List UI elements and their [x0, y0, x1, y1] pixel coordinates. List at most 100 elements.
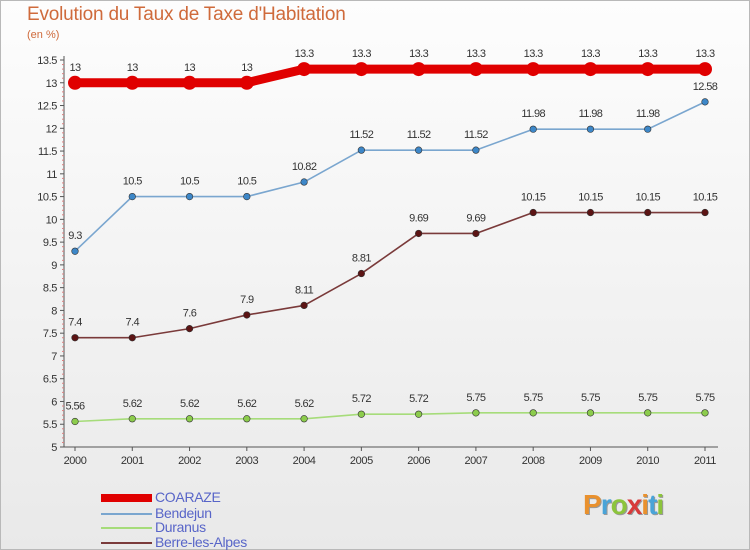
data-point: [529, 208, 537, 217]
data-point: [357, 146, 365, 154]
data-point: [239, 75, 254, 90]
y-tick-label: 11.5: [38, 146, 57, 158]
y-tick-label: 9.5: [43, 237, 57, 249]
data-point: [529, 409, 537, 417]
x-tick-label: 2009: [579, 455, 602, 467]
chart-subtitle: (en %): [27, 29, 60, 41]
data-point: [357, 269, 365, 278]
data-point: [243, 415, 251, 423]
data-point: [357, 410, 365, 418]
data-label: 5.62: [237, 398, 256, 410]
data-point: [125, 75, 140, 90]
data-label: 11.98: [579, 108, 603, 120]
data-point: [586, 409, 595, 417]
data-point: [701, 409, 709, 417]
series-line-berre-les-alpes: [75, 211, 705, 339]
data-point: [698, 62, 712, 77]
y-tick-label: 10.5: [37, 192, 57, 204]
data-label: 13.3: [352, 48, 371, 60]
x-tick-label: 2007: [464, 455, 487, 467]
x-tick-label: 2004: [293, 455, 316, 467]
data-label: 13.3: [524, 48, 543, 60]
x-tick-label: 2011: [694, 455, 716, 467]
data-label: 12.58: [693, 81, 718, 93]
legend-label: Bendejun: [155, 505, 212, 521]
y-tick-label: 6.5: [43, 374, 57, 386]
y-tick-label: 10: [46, 214, 58, 226]
data-point: [354, 62, 369, 77]
data-label: 5.62: [123, 398, 142, 410]
y-tick-label: 8.5: [43, 283, 57, 295]
data-point: [415, 229, 423, 238]
data-point: [185, 325, 194, 333]
y-tick-label: 7.5: [43, 328, 57, 340]
data-point: [128, 192, 136, 201]
data-label: 10.82: [292, 161, 317, 173]
data-label: 10.15: [521, 192, 546, 204]
data-label: 5.75: [638, 392, 657, 404]
x-tick-label: 2001: [121, 455, 144, 467]
x-tick-label: 2008: [522, 455, 545, 467]
data-point: [529, 125, 537, 133]
data-point: [71, 417, 79, 426]
data-label: 13: [184, 62, 196, 74]
data-label: 9.69: [409, 212, 428, 224]
data-label: 5.72: [352, 393, 371, 405]
logo-letter: P: [583, 489, 602, 520]
y-tick-label: 8: [51, 305, 57, 317]
data-point: [415, 146, 423, 154]
logo-letter: t: [648, 489, 657, 520]
data-label: 13: [241, 62, 253, 74]
data-label: 7.4: [126, 317, 140, 329]
data-point: [411, 62, 426, 77]
data-point: [243, 311, 251, 319]
data-point: [701, 208, 709, 217]
data-point: [644, 125, 652, 133]
data-label: 13.3: [695, 48, 714, 60]
data-point: [128, 415, 136, 423]
data-label: 11.52: [464, 129, 488, 141]
y-tick-label: 7: [51, 351, 57, 363]
data-label: 5.56: [65, 401, 84, 413]
y-tick-label: 12: [46, 123, 58, 135]
data-point: [472, 409, 480, 417]
data-point: [185, 192, 194, 201]
data-label: 7.6: [183, 308, 197, 320]
data-point: [128, 334, 136, 342]
data-label: 7.9: [240, 294, 254, 306]
data-label: 10.15: [578, 192, 603, 204]
data-label: 13.3: [466, 48, 485, 60]
data-point: [300, 301, 308, 310]
logo-letter: r: [600, 489, 612, 520]
data-label: 5.75: [581, 392, 600, 404]
y-tick-label: 12.5: [37, 101, 57, 113]
data-point: [468, 62, 483, 77]
data-label: 13.3: [295, 48, 314, 60]
series-line-coaraze: [75, 64, 705, 88]
logo-letter: x: [626, 489, 643, 520]
data-point: [701, 98, 709, 106]
legend-label: Duranus: [155, 519, 206, 535]
data-label: 7.4: [68, 317, 82, 329]
data-point: [297, 62, 312, 77]
data-point: [640, 62, 655, 77]
legend-label: COARAZE: [155, 489, 221, 505]
x-tick-label: 2010: [636, 455, 659, 467]
data-label: 9.69: [466, 212, 485, 224]
data-point: [472, 229, 480, 238]
legend-swatch: [101, 527, 152, 529]
data-label: 5.62: [295, 398, 314, 410]
data-point: [71, 334, 79, 342]
data-label: 11.52: [350, 129, 374, 141]
data-point: [415, 410, 423, 418]
data-point: [300, 178, 308, 186]
data-label: 10.15: [635, 192, 660, 204]
data-point: [243, 192, 251, 201]
legend-label: Berre-les-Alpes: [155, 534, 247, 550]
data-label: 8.11: [295, 284, 314, 296]
y-tick-label: 13: [46, 78, 58, 90]
data-label: 10.5: [180, 176, 199, 188]
y-tick-label: 6: [51, 396, 57, 408]
data-label: 13.3: [409, 48, 428, 60]
